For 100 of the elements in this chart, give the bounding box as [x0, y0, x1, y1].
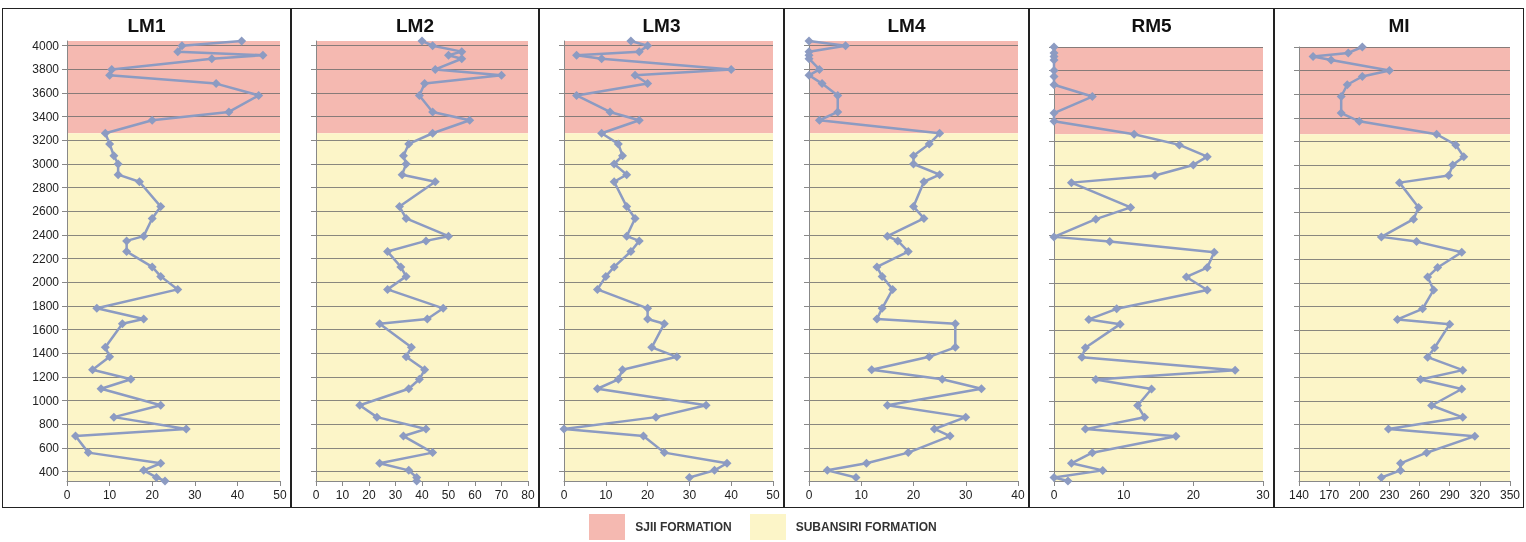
point — [1087, 448, 1097, 458]
point — [1451, 140, 1461, 150]
x-tick-label: 0 — [312, 488, 320, 502]
y-tick-label: 3400 — [32, 109, 60, 124]
point — [156, 271, 166, 281]
chart-title: RM5 — [1131, 15, 1172, 36]
point — [258, 50, 268, 60]
chart-title: LM2 — [396, 15, 434, 36]
point — [401, 213, 411, 223]
x-tick-label: 170 — [1319, 488, 1340, 502]
point — [618, 365, 628, 375]
chart-title: LM4 — [887, 15, 926, 36]
point — [1376, 472, 1386, 482]
point — [945, 431, 955, 441]
y-tick-label: 1400 — [32, 346, 60, 361]
x-tick-label: 10 — [854, 488, 869, 502]
point — [1129, 129, 1139, 139]
point — [404, 465, 414, 475]
x-tick-label: 20 — [1186, 488, 1201, 502]
point — [151, 472, 161, 482]
x-tick-label: 70 — [494, 488, 509, 502]
point — [430, 177, 440, 187]
x-tick-label: 20 — [362, 488, 376, 502]
point — [814, 64, 824, 74]
point — [950, 342, 960, 352]
x-tick-label: 40 — [1011, 488, 1025, 502]
point — [1202, 152, 1212, 162]
point — [929, 424, 939, 434]
point — [647, 342, 657, 352]
point — [1049, 232, 1059, 242]
y-tick-label: 3200 — [32, 133, 60, 148]
point — [406, 342, 416, 352]
point — [597, 128, 607, 138]
y-tick-label: 1800 — [32, 298, 60, 313]
x-tick-label: 200 — [1349, 488, 1370, 502]
chart-title: LM1 — [127, 15, 166, 36]
point — [613, 139, 623, 149]
x-tick-label: 0 — [805, 488, 813, 502]
point — [872, 314, 882, 324]
point — [659, 448, 669, 458]
point — [224, 107, 234, 117]
x-tick-label: 0 — [1050, 488, 1058, 502]
point — [1202, 285, 1212, 295]
point — [1230, 365, 1240, 375]
point — [814, 115, 824, 125]
point — [1066, 458, 1076, 468]
point — [643, 79, 653, 89]
point — [497, 70, 506, 80]
point — [1414, 202, 1424, 212]
y-tick-label: 400 — [38, 464, 60, 479]
point — [618, 151, 628, 161]
point — [919, 177, 929, 187]
point — [173, 284, 183, 294]
y-tick-label: 2800 — [32, 180, 60, 195]
point — [134, 177, 144, 187]
chart-title: MI — [1388, 15, 1410, 36]
point — [1202, 263, 1212, 273]
point — [804, 36, 814, 46]
point — [950, 319, 960, 329]
y-tick-label: 1600 — [32, 322, 60, 337]
point — [622, 202, 632, 212]
legend-label: SJII FORMATION — [635, 520, 732, 534]
point — [1430, 343, 1440, 353]
point — [1077, 352, 1087, 362]
point — [1457, 384, 1467, 394]
point — [1188, 160, 1198, 170]
x-tick-label: 30 — [388, 488, 403, 502]
point — [428, 41, 438, 51]
point — [122, 236, 132, 246]
point — [254, 90, 264, 100]
point — [396, 262, 406, 272]
point — [822, 465, 832, 475]
point — [841, 41, 851, 51]
point — [722, 458, 732, 468]
point — [1133, 401, 1143, 411]
x-tick-label: 30 — [1256, 488, 1270, 502]
point — [1433, 263, 1443, 273]
point — [83, 448, 93, 458]
point — [428, 107, 438, 117]
point — [613, 374, 623, 384]
x-tick-label: 10 — [335, 488, 350, 502]
chart-title: LM3 — [642, 15, 681, 36]
point — [1112, 304, 1122, 314]
point — [428, 448, 438, 458]
x-tick-label: 320 — [1469, 488, 1491, 502]
point — [597, 54, 607, 64]
point — [937, 374, 947, 384]
point — [630, 70, 640, 80]
x-tick-label: 40 — [724, 488, 739, 502]
point — [1343, 48, 1353, 58]
point — [622, 170, 632, 180]
y-tick-label: 3000 — [32, 157, 60, 172]
point — [100, 342, 110, 352]
point — [113, 159, 123, 169]
point — [1432, 129, 1442, 139]
point — [139, 465, 149, 475]
point — [1429, 285, 1439, 295]
point — [592, 284, 602, 294]
point — [882, 231, 892, 241]
point — [375, 319, 385, 329]
